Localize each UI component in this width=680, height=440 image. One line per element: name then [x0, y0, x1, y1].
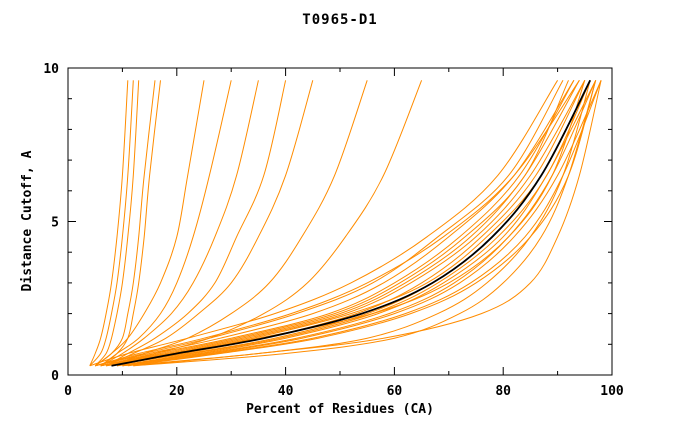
model-curve	[116, 80, 597, 367]
x-tick-label: 80	[495, 384, 511, 399]
model-curve	[105, 80, 287, 367]
y-tick-label: 10	[43, 62, 59, 77]
y-axis-label-text: Distance Cutoff, A	[20, 150, 35, 292]
model-curve	[94, 80, 140, 367]
model-curve	[133, 80, 597, 367]
model-curve	[111, 80, 368, 367]
y-tick-label: 5	[51, 216, 59, 231]
model-curve	[89, 80, 134, 367]
chart-title: T0965-D1	[302, 12, 378, 28]
x-tick-label: 0	[64, 384, 72, 399]
model-curve	[95, 80, 575, 367]
y-tick-label: 0	[51, 369, 59, 384]
model-curve	[95, 80, 564, 367]
model-curve	[106, 80, 586, 367]
model-curve	[116, 80, 597, 367]
model-curve	[105, 80, 314, 367]
model-curve	[89, 80, 559, 367]
reference-curve	[111, 79, 592, 367]
model-curve	[94, 80, 205, 367]
model-curve	[111, 80, 591, 367]
model-curve	[122, 80, 602, 367]
x-tick-label: 40	[278, 384, 294, 399]
model-curve	[100, 80, 580, 367]
model-curve	[100, 80, 575, 367]
x-tick-label: 100	[600, 384, 624, 399]
x-axis-label: Percent of Residues (CA)	[246, 402, 434, 417]
x-tick-label: 20	[169, 384, 185, 399]
model-curve	[89, 80, 129, 366]
model-curve	[100, 80, 232, 367]
model-curve	[111, 80, 423, 367]
x-tick-label: 60	[387, 384, 403, 399]
model-curve	[100, 80, 259, 367]
model-curve	[122, 80, 602, 367]
model-curve	[133, 80, 602, 367]
